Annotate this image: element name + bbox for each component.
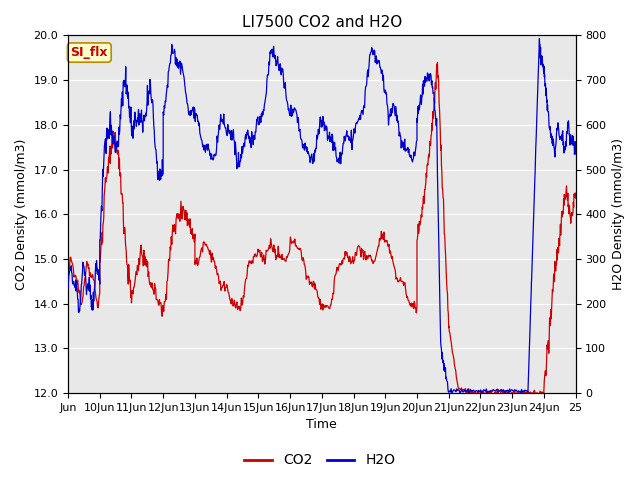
- Y-axis label: H2O Density (mmol/m3): H2O Density (mmol/m3): [612, 138, 625, 290]
- Text: SI_flx: SI_flx: [70, 46, 108, 59]
- Y-axis label: CO2 Density (mmol/m3): CO2 Density (mmol/m3): [15, 139, 28, 290]
- Legend: CO2, H2O: CO2, H2O: [239, 448, 401, 473]
- Title: LI7500 CO2 and H2O: LI7500 CO2 and H2O: [242, 15, 402, 30]
- X-axis label: Time: Time: [307, 419, 337, 432]
